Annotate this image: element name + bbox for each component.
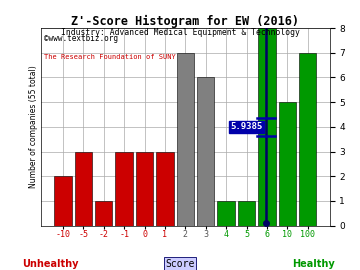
Bar <box>299 53 316 226</box>
Bar <box>136 151 153 226</box>
Title: Z'-Score Histogram for EW (2016): Z'-Score Histogram for EW (2016) <box>71 15 300 28</box>
Y-axis label: Number of companies (55 total): Number of companies (55 total) <box>30 66 39 188</box>
Text: Score: Score <box>165 259 195 269</box>
Bar <box>116 151 133 226</box>
Bar <box>217 201 235 226</box>
Text: Healthy: Healthy <box>292 259 334 269</box>
Bar <box>177 53 194 226</box>
Bar <box>258 28 276 226</box>
Text: 5.9385: 5.9385 <box>230 122 263 131</box>
Bar <box>238 201 255 226</box>
Bar <box>54 176 72 226</box>
Bar <box>95 201 112 226</box>
Text: Industry: Advanced Medical Equipment & Technology: Industry: Advanced Medical Equipment & T… <box>60 28 300 37</box>
Text: The Research Foundation of SUNY: The Research Foundation of SUNY <box>44 54 176 60</box>
Text: ©www.textbiz.org: ©www.textbiz.org <box>44 34 118 43</box>
Bar <box>197 77 215 226</box>
Bar <box>75 151 92 226</box>
Bar <box>279 102 296 226</box>
Text: Unhealthy: Unhealthy <box>22 259 78 269</box>
Bar <box>156 151 174 226</box>
